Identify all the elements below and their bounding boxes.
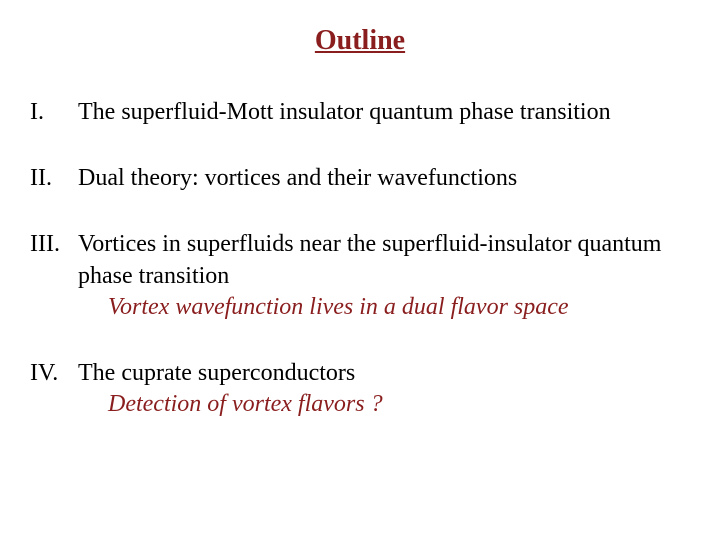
item-content: The superfluid-Mott insulator quantum ph… [78, 97, 690, 128]
roman-numeral: II. [30, 163, 78, 194]
item-subtitle: Vortex wavefunction lives in a dual flav… [78, 292, 690, 323]
item-text: The superfluid-Mott insulator quantum ph… [78, 99, 611, 125]
outline-title: Outline [30, 25, 690, 57]
list-item: II. Dual theory: vortices and their wave… [30, 163, 690, 194]
item-content: Vortices in superfluids near the superfl… [78, 229, 690, 323]
item-text: The cuprate superconductors [78, 360, 355, 386]
item-content: Dual theory: vortices and their wavefunc… [78, 163, 690, 194]
list-item: III. Vortices in superfluids near the su… [30, 229, 690, 323]
roman-numeral: IV. [30, 358, 78, 420]
roman-numeral: III. [30, 229, 78, 323]
item-subtitle: Detection of vortex flavors ? [78, 389, 690, 420]
roman-numeral: I. [30, 97, 78, 128]
item-content: The cuprate superconductors Detection of… [78, 358, 690, 420]
list-item: IV. The cuprate superconductors Detectio… [30, 358, 690, 420]
list-item: I. The superfluid-Mott insulator quantum… [30, 97, 690, 128]
outline-list: I. The superfluid-Mott insulator quantum… [30, 97, 690, 420]
item-text: Vortices in superfluids near the superfl… [78, 231, 661, 288]
item-text: Dual theory: vortices and their wavefunc… [78, 165, 517, 191]
